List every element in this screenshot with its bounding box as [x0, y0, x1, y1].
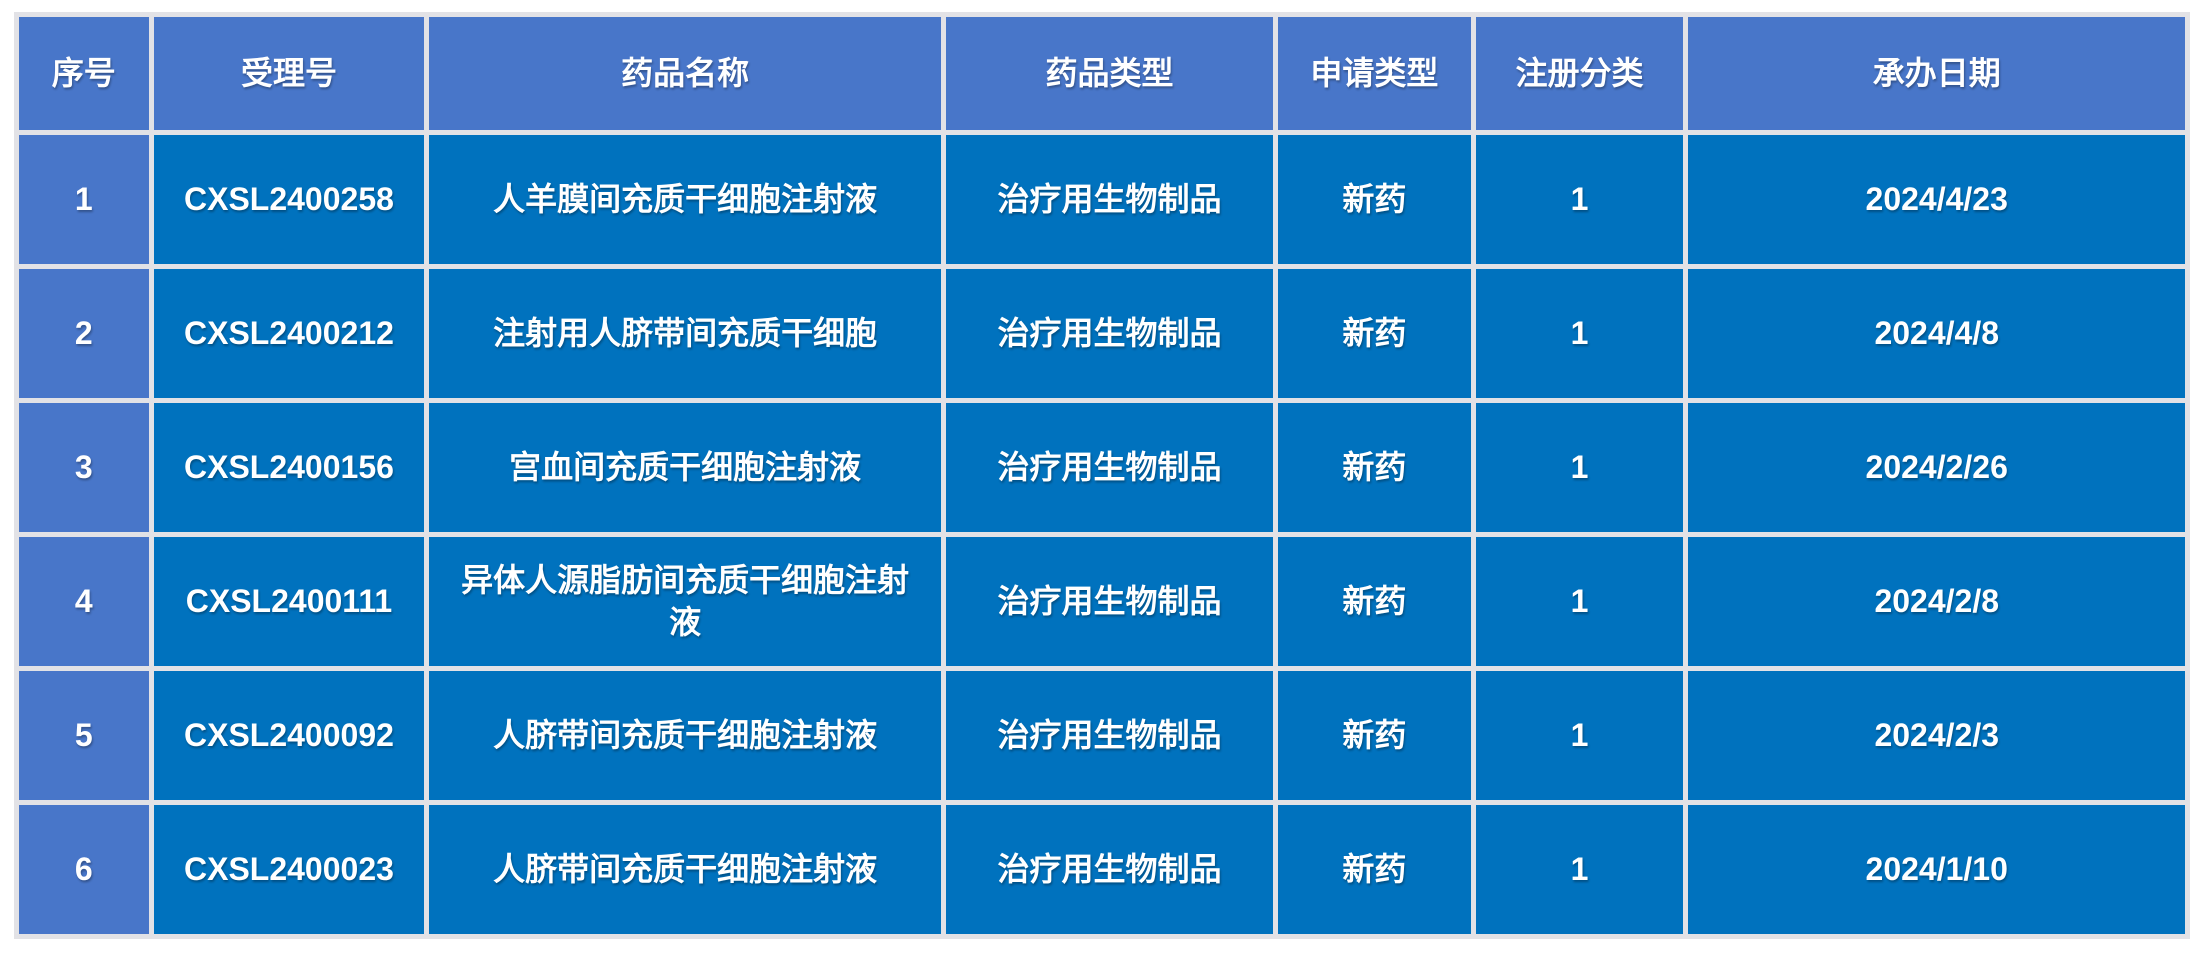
- cell-index: 5: [14, 666, 154, 805]
- cell-drug-type: 治疗用生物制品: [940, 666, 1279, 805]
- header-cell-acceptance-no: 受理号: [148, 12, 430, 135]
- cell-drug-name: 注射用人脐带间充质干细胞: [424, 264, 946, 403]
- cell-drug-type: 治疗用生物制品: [940, 398, 1279, 537]
- header-cell-drug-name: 药品名称: [424, 12, 946, 135]
- cell-index: 4: [14, 532, 154, 671]
- cell-acceptance-date: 2024/2/3: [1683, 666, 2190, 805]
- table-row: 5 CXSL2400092 人脐带间充质干细胞注射液 治疗用生物制品 新药 1 …: [14, 666, 2190, 805]
- table-row: 1 CXSL2400258 人羊膜间充质干细胞注射液 治疗用生物制品 新药 1 …: [14, 130, 2190, 269]
- header-cell-application-type: 申请类型: [1273, 12, 1476, 135]
- table-header-row: 序号 受理号 药品名称 药品类型 申请类型 注册分类 承办日期: [14, 12, 2190, 135]
- cell-acceptance-no: CXSL2400258: [148, 130, 430, 269]
- cell-acceptance-date: 2024/4/23: [1683, 130, 2190, 269]
- cell-drug-type: 治疗用生物制品: [940, 532, 1279, 671]
- cell-index: 6: [14, 800, 154, 939]
- cell-drug-name: 人脐带间充质干细胞注射液: [424, 666, 946, 805]
- table-row: 4 CXSL2400111 异体人源脂肪间充质干细胞注射液 治疗用生物制品 新药…: [14, 532, 2190, 671]
- cell-registration-class: 1: [1470, 800, 1689, 939]
- cell-drug-name: 异体人源脂肪间充质干细胞注射液: [424, 532, 946, 671]
- cell-index: 2: [14, 264, 154, 403]
- cell-drug-name: 人脐带间充质干细胞注射液: [424, 800, 946, 939]
- cell-acceptance-date: 2024/4/8: [1683, 264, 2190, 403]
- cell-acceptance-date: 2024/1/10: [1683, 800, 2190, 939]
- header-cell-acceptance-date: 承办日期: [1683, 12, 2190, 135]
- cell-drug-type: 治疗用生物制品: [940, 264, 1279, 403]
- cell-registration-class: 1: [1470, 130, 1689, 269]
- cell-index: 3: [14, 398, 154, 537]
- cell-registration-class: 1: [1470, 398, 1689, 537]
- cell-acceptance-date: 2024/2/26: [1683, 398, 2190, 537]
- cell-acceptance-date: 2024/2/8: [1683, 532, 2190, 671]
- cell-application-type: 新药: [1273, 800, 1476, 939]
- cell-drug-type: 治疗用生物制品: [940, 800, 1279, 939]
- header-cell-index: 序号: [14, 12, 154, 135]
- cell-drug-name: 人羊膜间充质干细胞注射液: [424, 130, 946, 269]
- cell-drug-type: 治疗用生物制品: [940, 130, 1279, 269]
- cell-acceptance-no: CXSL2400156: [148, 398, 430, 537]
- cell-drug-name: 宫血间充质干细胞注射液: [424, 398, 946, 537]
- cell-application-type: 新药: [1273, 666, 1476, 805]
- cell-acceptance-no: CXSL2400092: [148, 666, 430, 805]
- cell-registration-class: 1: [1470, 666, 1689, 805]
- cell-application-type: 新药: [1273, 264, 1476, 403]
- header-cell-registration-class: 注册分类: [1470, 12, 1689, 135]
- table-row: 2 CXSL2400212 注射用人脐带间充质干细胞 治疗用生物制品 新药 1 …: [14, 264, 2190, 403]
- table-row: 3 CXSL2400156 宫血间充质干细胞注射液 治疗用生物制品 新药 1 2…: [14, 398, 2190, 537]
- drug-registration-table: 序号 受理号 药品名称 药品类型 申请类型 注册分类 承办日期 1 CXSL24…: [14, 12, 2190, 939]
- cell-application-type: 新药: [1273, 398, 1476, 537]
- cell-application-type: 新药: [1273, 130, 1476, 269]
- header-cell-drug-type: 药品类型: [940, 12, 1279, 135]
- cell-acceptance-no: CXSL2400111: [148, 532, 430, 671]
- cell-application-type: 新药: [1273, 532, 1476, 671]
- cell-acceptance-no: CXSL2400212: [148, 264, 430, 403]
- table-row: 6 CXSL2400023 人脐带间充质干细胞注射液 治疗用生物制品 新药 1 …: [14, 800, 2190, 939]
- cell-registration-class: 1: [1470, 264, 1689, 403]
- cell-index: 1: [14, 130, 154, 269]
- cell-registration-class: 1: [1470, 532, 1689, 671]
- cell-acceptance-no: CXSL2400023: [148, 800, 430, 939]
